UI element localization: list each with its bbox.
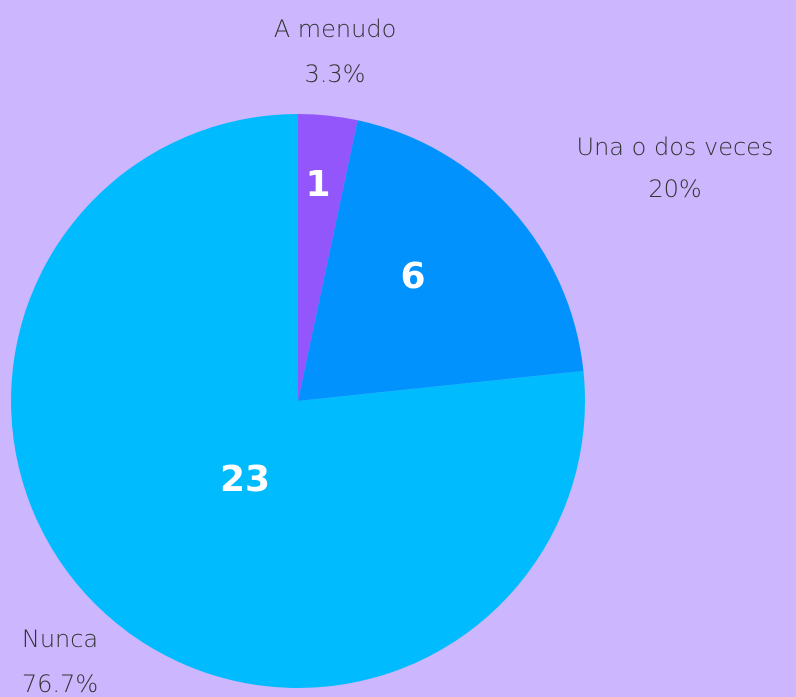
pie-slice (298, 120, 584, 401)
pie-slice (298, 114, 358, 401)
percent-label: 3.3% (305, 60, 366, 88)
slice-label: A menudo (274, 15, 397, 43)
slice-label: Nunca (22, 625, 98, 653)
value-label: 1 (305, 164, 330, 205)
pie-slice (11, 114, 586, 688)
percent-label: 20% (648, 175, 701, 203)
slice-label: Una o dos veces (577, 133, 774, 161)
value-label: 23 (220, 459, 270, 500)
percent-label: 76.7% (22, 670, 98, 697)
value-label: 6 (400, 256, 425, 297)
